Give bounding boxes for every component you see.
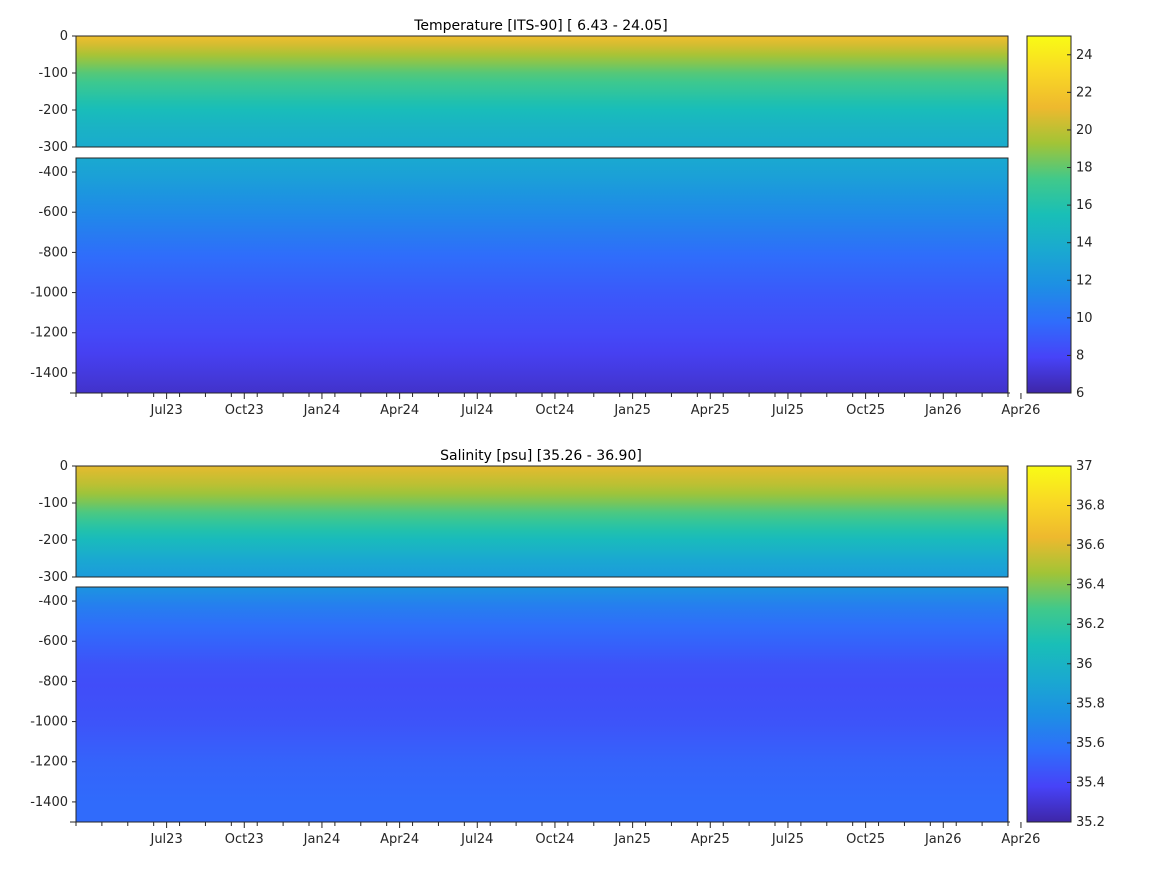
colorbar-tick-label: 36.4 xyxy=(1076,578,1105,593)
y-tick-label: -600 xyxy=(38,634,68,649)
colorbar-tick-label: 36.8 xyxy=(1076,499,1105,514)
x-tick-label: Jul24 xyxy=(460,832,493,847)
panel-frame xyxy=(75,35,1009,148)
colorbar-tick-label: 10 xyxy=(1076,311,1093,326)
y-tick-label: -1400 xyxy=(30,795,68,810)
heatmap-field xyxy=(76,587,1008,822)
x-tick-label: Jan25 xyxy=(613,403,651,418)
x-tick-label: Jul23 xyxy=(149,403,182,418)
y-tick-label: -1000 xyxy=(30,715,68,730)
colorbar: 6 8 10 12 14 16 18 20 22 24 xyxy=(1026,35,1093,401)
y-tick-label: -100 xyxy=(38,66,68,81)
colorbar-tick-label: 35.8 xyxy=(1076,696,1105,711)
colorbar-tick-label: 35.4 xyxy=(1076,775,1105,790)
colorbar-tick-label: 20 xyxy=(1076,123,1093,138)
x-tick-label: Oct24 xyxy=(535,832,574,847)
y-tick-label: -100 xyxy=(38,496,68,511)
upper-depth-panel: 0 -100 -200 -300 xyxy=(38,29,1009,155)
y-tick-label: 0 xyxy=(60,29,68,44)
y-tick-label: -300 xyxy=(38,570,68,585)
chart-title: Salinity [psu] [35.26 - 36.90] xyxy=(440,448,642,464)
upper-depth-panel: 0 -100 -200 -300 xyxy=(38,459,1009,585)
colorbar-tick-label: 35.6 xyxy=(1076,736,1105,751)
colorbar-tick-label: 36 xyxy=(1076,657,1093,672)
x-tick-label: Jan26 xyxy=(924,832,962,847)
x-tick-label: Jul25 xyxy=(771,403,804,418)
y-tick-label: -200 xyxy=(38,533,68,548)
salinity-chart: Salinity [psu] [35.26 - 36.90] 0 -100 -200… xyxy=(30,448,1105,847)
x-axis: Jul23 Oct23 Jan24 Apr24 Jul24 Oct24 Jan25 Apr25… xyxy=(70,392,1040,418)
x-tick-label: Jan24 xyxy=(303,832,341,847)
colorbar-tick-label: 8 xyxy=(1076,348,1084,363)
y-tick-label: -400 xyxy=(38,165,68,180)
colorbar-tick-label: 36.2 xyxy=(1076,617,1105,632)
x-tick-label: Jan25 xyxy=(613,832,651,847)
lower-depth-panel: -400 -600 -800 -1000 -1200 -1400 xyxy=(30,157,1009,394)
heatmap-field xyxy=(76,36,1008,147)
panel-frame xyxy=(75,465,1009,578)
x-tick-label: Oct23 xyxy=(225,832,264,847)
x-tick-label: Oct23 xyxy=(225,403,264,418)
temperature-chart: Temperature [ITS-90] [ 6.43 - 24.05] 0 -1… xyxy=(30,18,1092,418)
colorbar-tick-label: 37 xyxy=(1076,459,1093,474)
x-tick-label: Apr26 xyxy=(1001,403,1040,418)
colorbar-tick-label: 22 xyxy=(1076,85,1093,100)
y-tick-label: -1400 xyxy=(30,366,68,381)
y-tick-label: -300 xyxy=(38,140,68,155)
x-tick-label: Oct25 xyxy=(846,403,885,418)
x-tick-label: Apr25 xyxy=(691,832,730,847)
x-tick-label: Apr24 xyxy=(380,403,419,418)
colorbar-tick-label: 18 xyxy=(1076,161,1093,176)
y-tick-label: -1000 xyxy=(30,286,68,301)
colorbar-tick-label: 35.2 xyxy=(1076,815,1105,830)
x-tick-label: Jan26 xyxy=(924,403,962,418)
y-tick-label: -800 xyxy=(38,245,68,260)
y-tick-label: -400 xyxy=(38,594,68,609)
x-tick-label: Jul25 xyxy=(771,832,804,847)
y-tick-label: -1200 xyxy=(30,326,68,341)
x-axis: Jul23 Oct23 Jan24 Apr24 Jul24 Oct24 Jan25 Apr25… xyxy=(70,821,1040,847)
x-tick-label: Jul24 xyxy=(460,403,493,418)
x-tick-label: Jul23 xyxy=(149,832,182,847)
x-tick-label: Oct25 xyxy=(846,832,885,847)
x-tick-label: Oct24 xyxy=(535,403,574,418)
x-tick-label: Apr26 xyxy=(1001,832,1040,847)
colorbar-scale xyxy=(1026,465,1072,823)
colorbar: 35.2 35.4 35.6 35.8 36 36.2 36.4 36.6 36.8 37 xyxy=(1026,459,1105,830)
x-tick-label: Apr24 xyxy=(380,832,419,847)
heatmap-field xyxy=(76,158,1008,393)
y-tick-label: -800 xyxy=(38,674,68,689)
lower-depth-panel: -400 -600 -800 -1000 -1200 -1400 xyxy=(30,586,1009,823)
chart-title: Temperature [ITS-90] [ 6.43 - 24.05] xyxy=(413,18,668,34)
y-tick-label: 0 xyxy=(60,459,68,474)
colorbar-tick-label: 16 xyxy=(1076,198,1093,213)
colorbar-tick-label: 12 xyxy=(1076,273,1093,288)
x-tick-label: Apr25 xyxy=(691,403,730,418)
y-tick-label: -200 xyxy=(38,103,68,118)
colorbar-tick-label: 36.6 xyxy=(1076,538,1105,553)
heatmap-field xyxy=(76,466,1008,577)
colorbar-tick-label: 24 xyxy=(1076,48,1093,63)
colorbar-tick-label: 6 xyxy=(1076,386,1084,401)
colorbar-tick-label: 14 xyxy=(1076,236,1093,251)
y-tick-label: -1200 xyxy=(30,755,68,770)
x-tick-label: Jan24 xyxy=(303,403,341,418)
colorbar-scale xyxy=(1026,35,1072,394)
y-tick-label: -600 xyxy=(38,205,68,220)
